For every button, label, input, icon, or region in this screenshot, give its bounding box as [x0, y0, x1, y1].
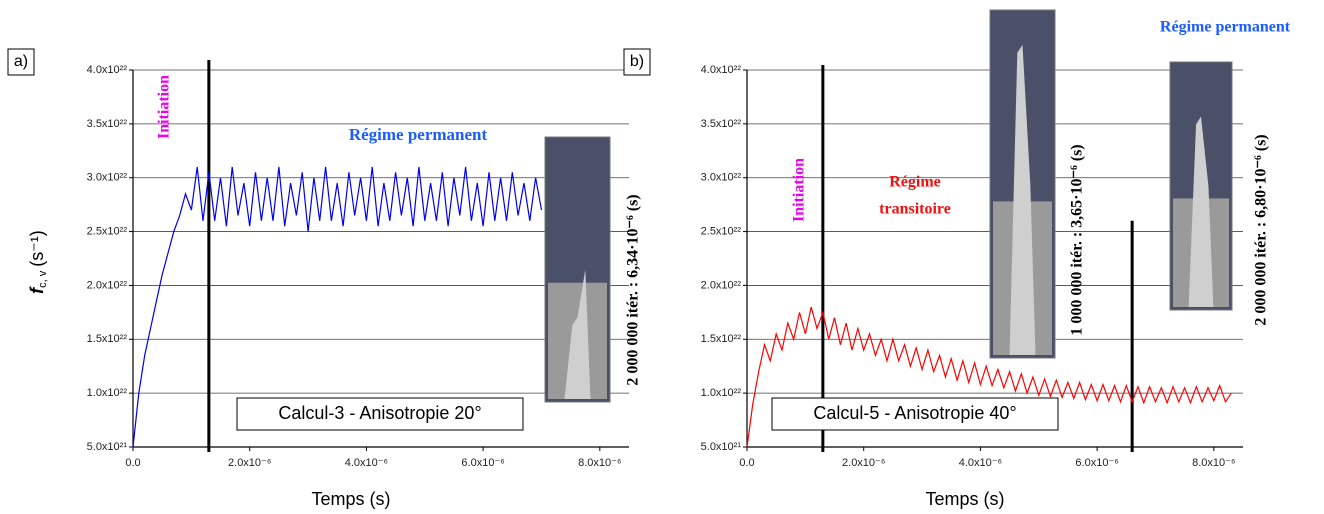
annotation: Initiation [156, 75, 173, 139]
y-tick-label: 3.5x10²² [701, 118, 742, 130]
y-tick-label: 4.0x10²² [701, 64, 742, 76]
x-axis-label: Temps (s) [925, 489, 1004, 509]
data-line [132, 166, 543, 448]
y-label-symbol: f [27, 286, 47, 294]
inset-part [564, 269, 591, 399]
annotation: 2 000 000 itér. : 6,34·10⁻⁶ (s) [625, 194, 642, 385]
x-tick-label: 6.0x10⁻⁶ [1075, 457, 1118, 469]
y-tick-label: 2.0x10²² [701, 279, 742, 291]
y-tick-label: 1.0x10²² [87, 387, 128, 399]
y-tick-label: 1.5x10²² [701, 333, 742, 345]
y-tick-label: 2.5x10²² [701, 225, 742, 237]
x-tick-label: 2.0x10⁻⁶ [842, 457, 885, 469]
y-tick-label: 3.0x10²² [701, 172, 742, 184]
x-tick-label: 8.0x10⁻⁶ [578, 457, 621, 469]
x-tick-label: 4.0x10⁻⁶ [345, 457, 388, 469]
annotation: Régime [889, 174, 941, 191]
y-tick-label: 3.5x10²² [87, 118, 128, 130]
y-axis-label: fc, v (s⁻¹) [27, 230, 49, 294]
panel-label-box [7, 48, 35, 76]
x-tick-label: 4.0x10⁻⁶ [959, 457, 1002, 469]
y-label-subscript: c, v [37, 270, 49, 288]
annotation: Initiation [791, 158, 808, 222]
y-tick-label: 1.5x10²² [87, 333, 128, 345]
x-tick-label: 6.0x10⁻⁶ [461, 457, 504, 469]
x-tick-label: 0.0 [739, 457, 754, 469]
annotation: Calcul-5 - Anisotropie 40° [813, 403, 1016, 423]
y-tick-label: 3.0x10²² [87, 172, 128, 184]
x-tick-label: 8.0x10⁻⁶ [1192, 457, 1235, 469]
y-tick-label: 1.0x10²² [701, 387, 742, 399]
panel-label: b) [630, 53, 644, 70]
annotation-box [236, 397, 524, 431]
annotation: 1 000 000 itér. : 3,65·10⁻⁶ (s) [1069, 144, 1086, 335]
y-tick-label: 5.0x10²¹ [701, 441, 742, 453]
annotation-box [771, 397, 1059, 431]
data-line [746, 306, 1232, 448]
annotation: transitoire [879, 201, 951, 218]
y-tick-label: 4.0x10²² [87, 64, 128, 76]
panel: 5.0x10²¹ 1.0x10²² 1.5x10²² 2.0x10²² 2.5x10²²… [623, 9, 1291, 509]
x-tick-label: 2.0x10⁻⁶ [228, 457, 271, 469]
x-tick-label: 0.0 [125, 457, 140, 469]
y-tick-label: 2.0x10²² [87, 279, 128, 291]
panel-label: a) [14, 53, 28, 70]
annotation: Calcul-3 - Anisotropie 20° [278, 403, 481, 423]
annotation: Régime permanent [1160, 19, 1291, 36]
inset-part [1188, 116, 1214, 307]
x-axis-label: Temps (s) [311, 489, 390, 509]
y-tick-label: 2.5x10²² [87, 225, 128, 237]
y-tick-label: 5.0x10²¹ [87, 441, 128, 453]
panel: 5.0x10²¹ 1.0x10²² 1.5x10²² 2.0x10²² 2.5x10²²… [7, 48, 642, 509]
annotation: 2 000 000 itér. : 6,80·10⁻⁶ (s) [1253, 134, 1270, 325]
annotation: Régime permanent [349, 125, 488, 144]
y-label-unit: (s⁻¹) [27, 230, 47, 266]
panel-label-box [623, 48, 651, 76]
inset-part [1009, 44, 1036, 356]
